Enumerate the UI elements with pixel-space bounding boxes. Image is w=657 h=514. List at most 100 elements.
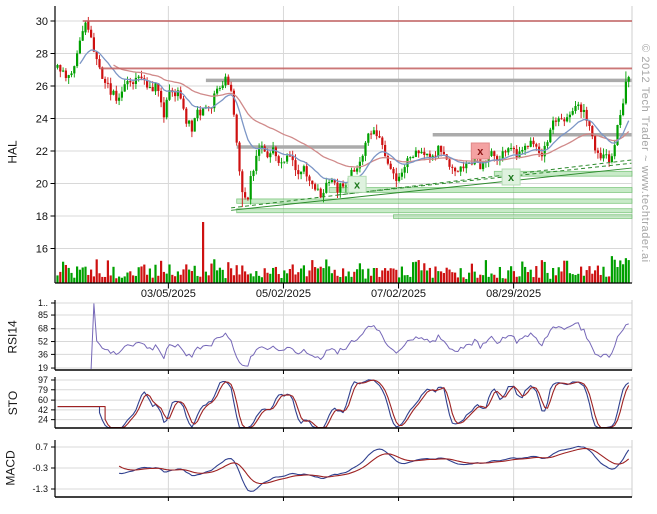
candlesticks (56, 16, 630, 208)
support-band (236, 208, 633, 214)
candle-body (274, 147, 277, 157)
candle-body (221, 85, 224, 88)
candle-body (333, 180, 336, 183)
volume-bar (465, 278, 468, 283)
candle-body (549, 129, 552, 143)
candle-body (224, 76, 227, 86)
volume-bar (196, 275, 199, 283)
volume-bar (456, 277, 459, 283)
candle-body (199, 109, 202, 116)
candle-body (193, 118, 196, 132)
volume-bar (484, 260, 487, 283)
volume-bar (148, 268, 151, 283)
candle-body (624, 81, 627, 104)
candle-body (627, 77, 630, 82)
candle-body (258, 149, 261, 156)
candle-body (137, 76, 140, 78)
candle-body (322, 192, 325, 198)
volume-bar (445, 267, 448, 283)
candle-body (482, 162, 485, 170)
candle-body (120, 91, 123, 98)
candle-body (297, 170, 300, 175)
candle-body (179, 90, 182, 99)
candle-body (165, 99, 168, 118)
volume-bar (199, 276, 202, 283)
x-axis-date-label: 05/02/2025 (256, 288, 311, 300)
resistance-lines (82, 20, 632, 70)
volume-bar (552, 268, 555, 283)
price-y-tick-label: 22 (36, 146, 48, 158)
volume-bar (526, 272, 529, 283)
trend-lines (231, 159, 632, 211)
volume-bar (160, 260, 163, 283)
candle-body (230, 84, 233, 91)
candle-body (358, 161, 361, 169)
volume-bar (406, 275, 409, 283)
volume-bar (375, 268, 378, 283)
candle-body (249, 176, 252, 200)
volume-bar (90, 269, 93, 283)
candle-body (316, 188, 319, 190)
event-markers: x x x (347, 142, 521, 193)
volume-bar (104, 276, 107, 283)
candle-body (314, 184, 317, 190)
volume-bar (227, 262, 230, 283)
volume-bar (56, 275, 59, 283)
volume-bar (62, 261, 65, 283)
volume-bar (272, 267, 275, 283)
macd-panel-label: MACD (3, 450, 18, 486)
candle-body (182, 98, 185, 109)
volume-bar (417, 260, 420, 283)
panel-y-tick-label: 52 (38, 337, 48, 347)
volume-bar (132, 275, 135, 283)
candle-body (386, 156, 389, 164)
candle-body (154, 83, 157, 92)
volume-bar (566, 260, 569, 283)
volume-bar (342, 268, 345, 283)
volume-bar (440, 271, 443, 283)
candle-body (613, 145, 616, 157)
volume-bar (451, 272, 454, 283)
candle-body (56, 65, 59, 68)
volume-bar (370, 275, 373, 283)
volume-bar (84, 266, 87, 283)
candle-body (140, 76, 143, 79)
sto-d-line (57, 379, 630, 429)
candle-body (123, 84, 126, 92)
candle-body (605, 154, 608, 156)
volume-bars (56, 222, 630, 283)
candle-body (302, 166, 305, 172)
candle-body (591, 125, 594, 137)
candle-body (344, 185, 347, 187)
volume-bar (381, 270, 384, 283)
volume-bar (232, 275, 235, 283)
watermark-text: © 2012 Tech Trader ~ www.techtrader.ai (639, 44, 651, 263)
sto-panel-label: STO (6, 390, 21, 416)
volume-bar (120, 277, 123, 283)
volume-bar (157, 275, 160, 283)
candle-body (510, 147, 513, 149)
marker-box (470, 142, 490, 160)
candle-body (218, 87, 221, 89)
volume-bar (476, 277, 479, 283)
volume-bar (146, 274, 149, 283)
volume-bar (482, 275, 485, 283)
volume-bar (76, 266, 79, 283)
candle-body (162, 102, 165, 118)
candle-body (437, 145, 440, 157)
volume-bar (563, 260, 566, 283)
volume-bar (286, 273, 289, 283)
volume-bar (487, 276, 490, 283)
volume-bar (420, 270, 423, 283)
volume-bar (118, 276, 121, 283)
candle-body (81, 31, 84, 41)
candle-body (515, 149, 518, 158)
volume-bar (213, 259, 216, 283)
candle-body (59, 65, 62, 72)
candle-body (381, 137, 384, 145)
volume-bar (540, 260, 543, 283)
candle-body (412, 156, 415, 158)
candle-body (90, 29, 93, 38)
volume-bar (165, 273, 168, 283)
candle-body (115, 90, 118, 101)
